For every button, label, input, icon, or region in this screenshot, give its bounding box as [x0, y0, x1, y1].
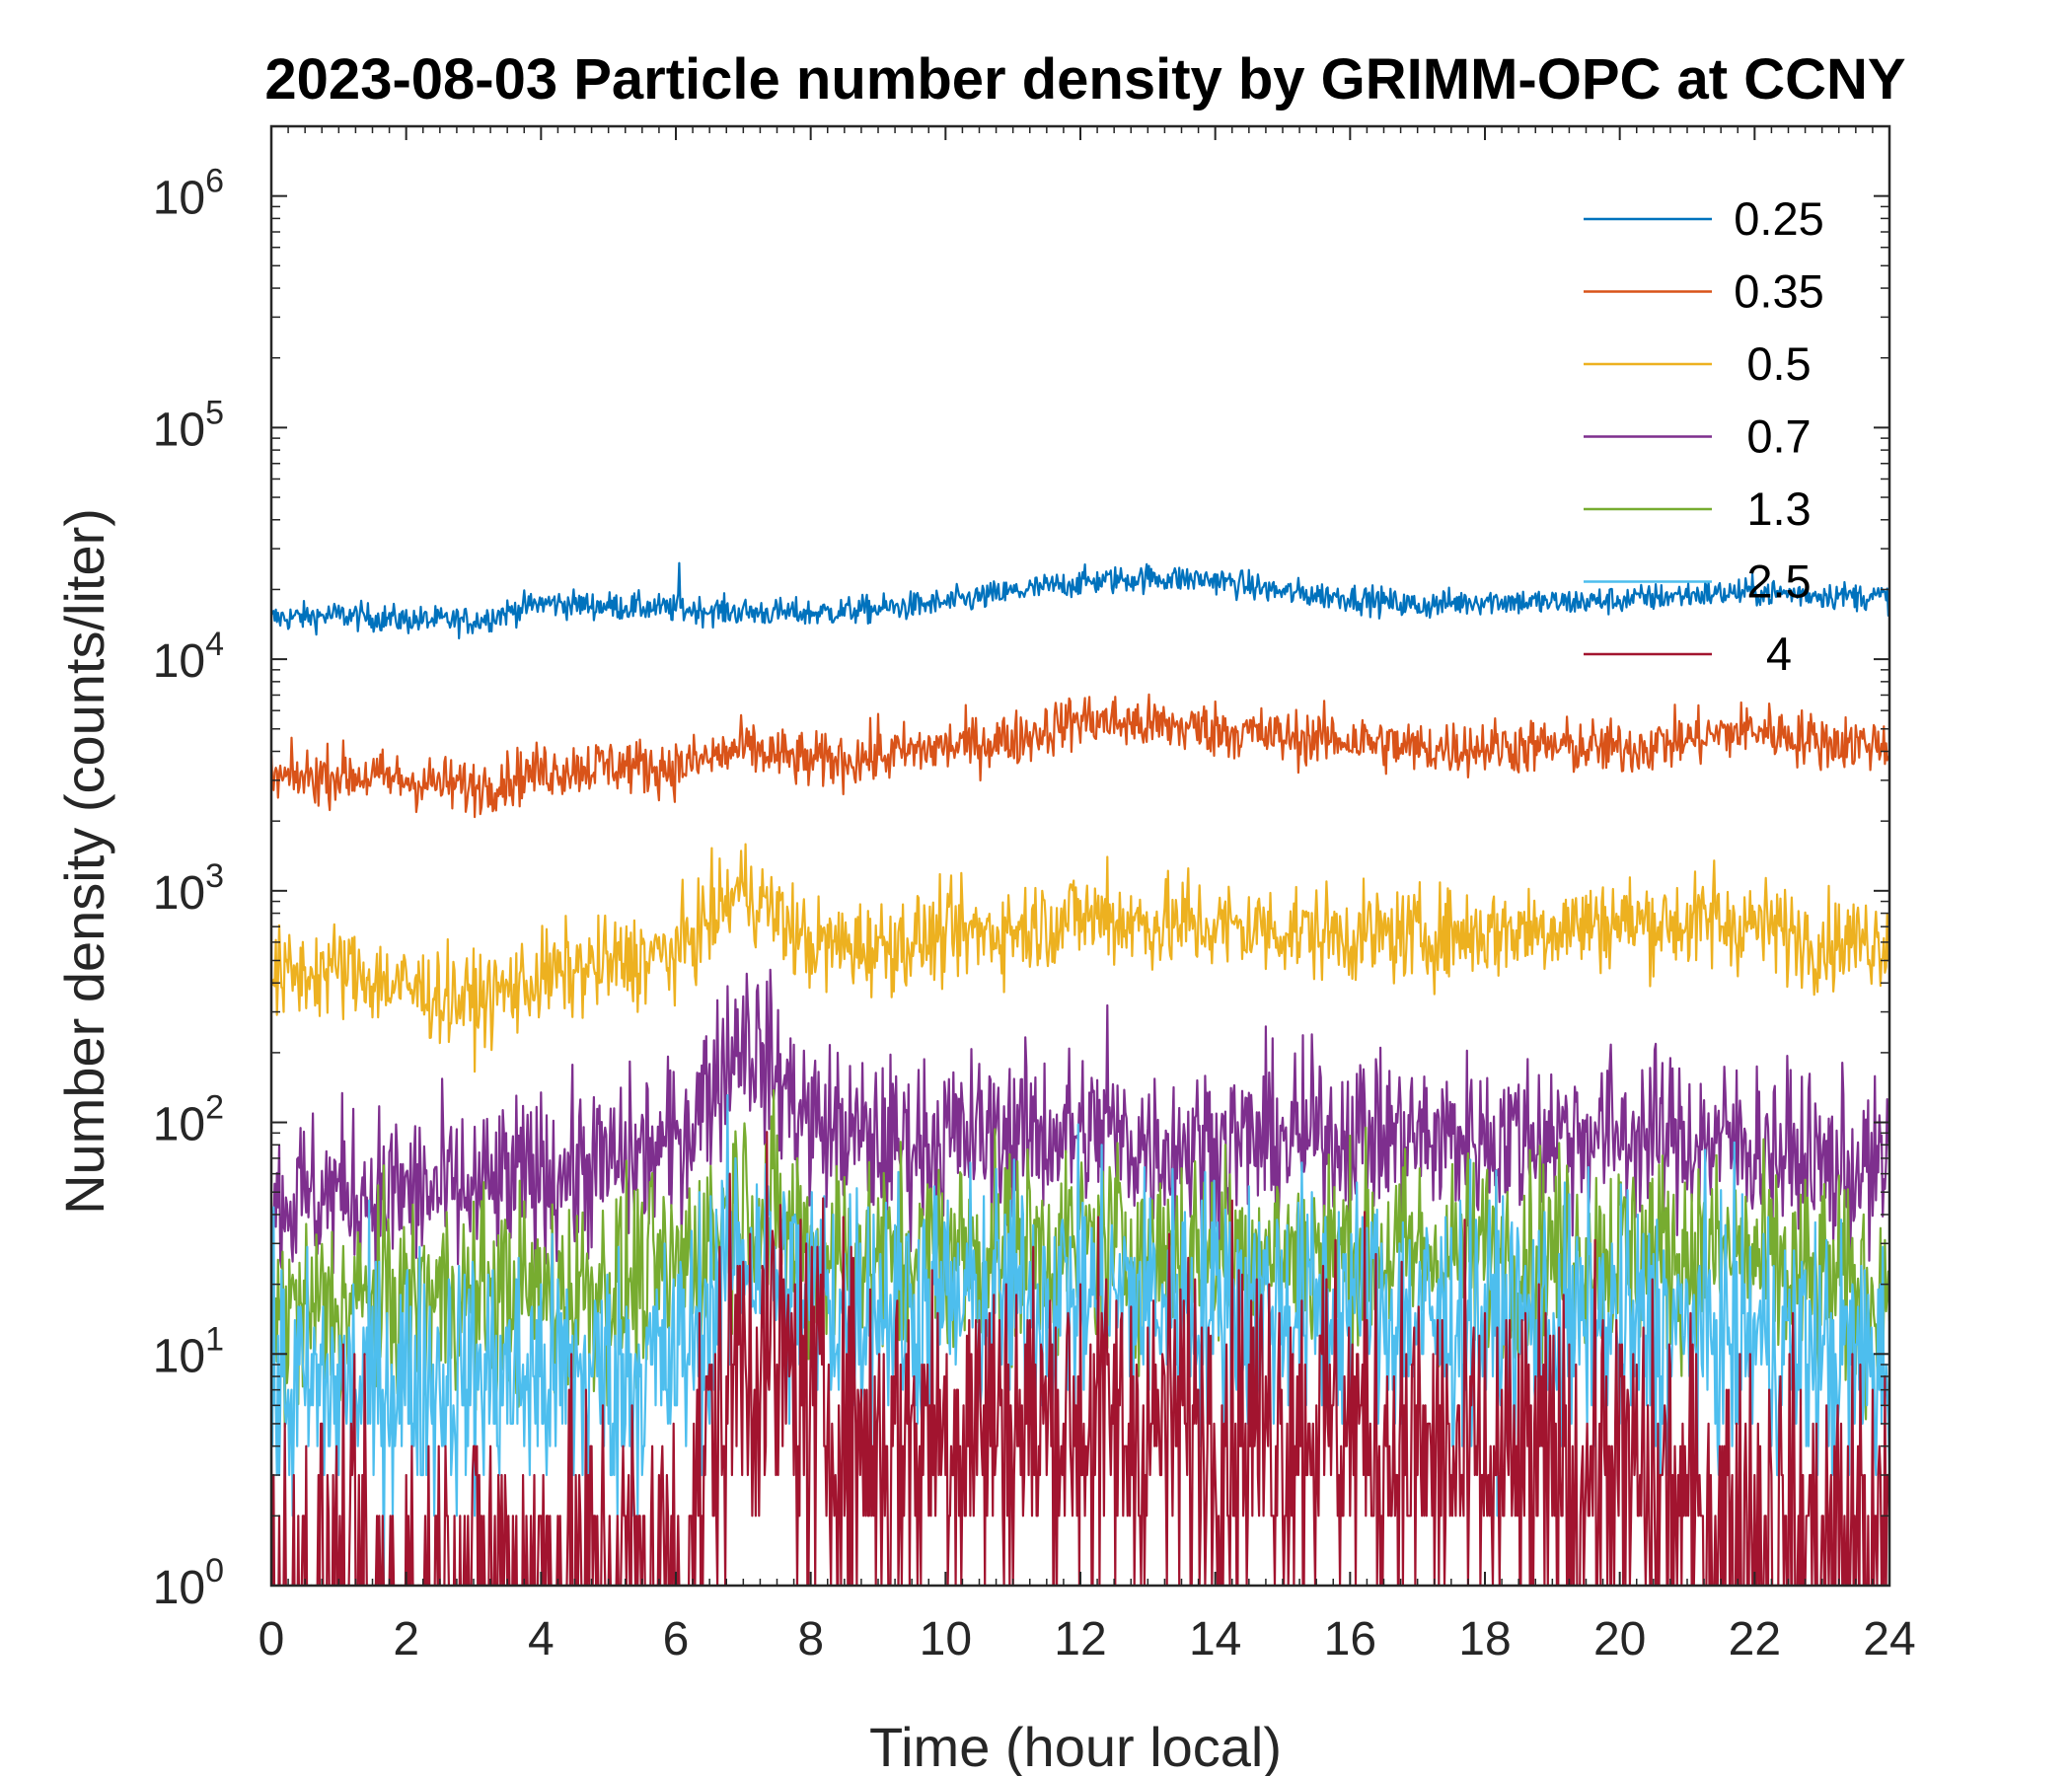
y-tick-label: 103 — [153, 857, 224, 920]
y-tick-exponent: 5 — [205, 394, 224, 431]
series-line-0.25 — [271, 563, 1889, 638]
x-tick-label: 0 — [259, 1613, 285, 1665]
x-tick-label: 18 — [1458, 1613, 1511, 1665]
y-tick-label: 102 — [153, 1089, 224, 1151]
x-axis-label: Time (hour local) — [869, 1716, 1282, 1776]
y-tick-exponent: 0 — [205, 1552, 224, 1590]
y-tick-exponent: 1 — [205, 1320, 224, 1358]
legend-label-2.5: 2.5 — [1746, 555, 1811, 608]
y-tick-label: 100 — [153, 1552, 224, 1614]
y-tick-label: 105 — [153, 394, 224, 456]
series-layer — [271, 563, 1889, 1656]
legend-label-0.7: 0.7 — [1746, 410, 1811, 463]
x-tick-label: 4 — [528, 1613, 555, 1665]
legend-label-0.35: 0.35 — [1734, 265, 1823, 318]
y-tick-exponent: 2 — [205, 1089, 224, 1127]
x-tick-label: 12 — [1054, 1613, 1106, 1665]
chart: 2023-08-03 Particle number density by GR… — [0, 0, 2072, 1776]
y-axis-label: Number density (counts/liter) — [53, 508, 115, 1215]
y-tick-exponent: 4 — [205, 626, 224, 663]
x-tick-label: 2 — [393, 1613, 419, 1665]
series-line-0.35 — [271, 695, 1889, 817]
x-tick-label: 16 — [1324, 1613, 1376, 1665]
y-tick-label: 101 — [153, 1320, 224, 1382]
legend-label-0.25: 0.25 — [1734, 192, 1823, 245]
series-line-0.5 — [271, 845, 1889, 1073]
x-tick-label: 20 — [1593, 1613, 1646, 1665]
y-tick-exponent: 3 — [205, 857, 224, 895]
legend-label-1.3: 1.3 — [1746, 482, 1811, 535]
x-tick-label: 8 — [797, 1613, 824, 1665]
y-tick-exponent: 6 — [205, 163, 224, 200]
y-tick-label: 104 — [153, 626, 224, 688]
chart-title: 2023-08-03 Particle number density by GR… — [264, 47, 1905, 111]
x-tick-label: 22 — [1729, 1613, 1781, 1665]
y-tick-label: 106 — [153, 163, 224, 225]
x-tick-label: 6 — [663, 1613, 690, 1665]
x-tick-label: 14 — [1189, 1613, 1241, 1665]
x-tick-label: 10 — [920, 1613, 972, 1665]
legend-label-4: 4 — [1766, 628, 1792, 680]
legend-label-0.5: 0.5 — [1746, 337, 1811, 390]
x-tick-label: 24 — [1863, 1613, 1915, 1665]
